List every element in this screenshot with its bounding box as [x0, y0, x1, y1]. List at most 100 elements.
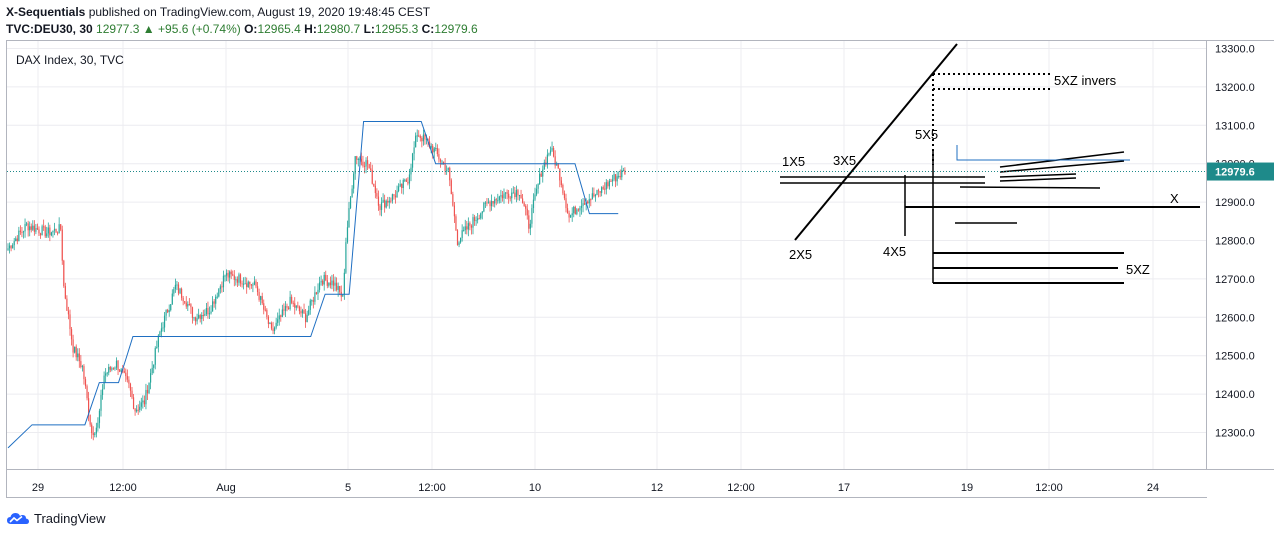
candle-body: [269, 323, 271, 325]
candle-body: [565, 198, 567, 209]
candle-body: [264, 309, 266, 311]
candle-body: [382, 199, 384, 203]
candle-body: [593, 193, 595, 197]
candle-body: [515, 190, 517, 198]
candle-body: [199, 315, 201, 319]
candle-body: [463, 230, 465, 232]
candle-body: [190, 304, 192, 308]
candle-body: [295, 305, 297, 308]
y-tick-label: 12500.0: [1215, 351, 1255, 363]
candle-body: [125, 372, 127, 377]
candle-body: [291, 296, 293, 303]
candle-body: [15, 238, 17, 242]
candle-body: [267, 316, 269, 324]
candle-body: [140, 402, 142, 407]
x-tick-label: 12:00: [418, 482, 446, 494]
candle-body: [483, 202, 485, 212]
candle-body: [66, 298, 68, 311]
trendline-drawing: [794, 43, 958, 241]
annotation-label: X: [1170, 191, 1179, 206]
candle-body: [353, 173, 355, 189]
candle-body: [388, 200, 390, 203]
candle-body: [616, 176, 618, 182]
candle-body: [480, 213, 482, 219]
candle-body: [142, 400, 144, 403]
candle-body: [112, 368, 114, 370]
candle-body: [29, 226, 31, 231]
candle-body: [328, 282, 330, 286]
candle-body: [272, 328, 274, 332]
candle-body: [486, 202, 488, 204]
annotation-label: 1X5: [782, 154, 805, 169]
open-label: O:: [244, 22, 258, 36]
candle-body: [39, 233, 42, 236]
candle-body: [222, 275, 225, 288]
candle-body: [145, 389, 147, 405]
current-price-label: 12979.6: [1215, 167, 1255, 179]
candle-body: [563, 193, 566, 199]
candle-body: [449, 167, 451, 181]
candle-body: [311, 300, 313, 302]
candle-body: [317, 289, 319, 294]
candle-body: [27, 223, 29, 231]
candle-body: [356, 156, 358, 160]
candle-body: [526, 208, 528, 216]
tradingview-logo[interactable]: TradingView: [6, 510, 106, 526]
candle-body: [551, 147, 553, 151]
candle-body: [557, 164, 559, 169]
price-axis[interactable]: [1207, 40, 1274, 470]
candle-body: [156, 346, 158, 349]
candle-body: [33, 225, 35, 232]
candle-body: [549, 150, 552, 154]
candle-body: [523, 202, 525, 207]
candle-body: [512, 192, 514, 194]
time-axis[interactable]: [6, 470, 1207, 498]
tradingview-cloud-icon: [7, 513, 29, 524]
candle-body: [570, 215, 572, 218]
candle-body: [532, 199, 535, 209]
close-label: C:: [421, 22, 435, 36]
candle-body: [162, 327, 164, 329]
candle-body: [232, 274, 234, 276]
chart-pane[interactable]: [6, 40, 1207, 470]
sequential-tail: [956, 145, 1130, 161]
candle-body: [30, 226, 32, 230]
candle-body: [204, 314, 206, 316]
candle-body: [461, 230, 463, 238]
candle-body: [380, 202, 383, 210]
candle-body: [80, 361, 82, 367]
candle-body: [47, 227, 49, 234]
sequential-step-line: [7, 120, 619, 449]
candle-body: [391, 194, 393, 201]
candle-body: [477, 218, 479, 221]
candle-body: [182, 297, 184, 302]
candle-body: [404, 179, 406, 181]
candle-body: [559, 168, 561, 181]
candle-body: [442, 161, 445, 164]
candle-body: [509, 197, 511, 199]
candle-body: [187, 304, 189, 307]
x-tick-label: 29: [32, 482, 44, 494]
candle-body: [26, 223, 28, 225]
y-tick-label: 12600.0: [1215, 312, 1255, 324]
candle-body: [518, 195, 521, 197]
publisher-name[interactable]: X-Sequentials: [6, 5, 86, 19]
candle-body: [464, 226, 466, 231]
candle-body: [230, 271, 232, 275]
candle-body: [411, 153, 414, 168]
candle-body: [396, 191, 398, 198]
candle-body: [100, 394, 102, 411]
candle-body: [531, 208, 533, 224]
candle-body: [18, 230, 20, 242]
candle-body: [283, 309, 285, 311]
candle-body: [92, 433, 94, 435]
y-tick-label: 13300.0: [1215, 44, 1255, 56]
candle-body: [425, 139, 428, 141]
candle-body: [345, 242, 347, 273]
candle-body: [415, 135, 417, 148]
candle-body: [281, 309, 283, 317]
candle-body: [63, 260, 65, 287]
candle-body: [410, 167, 412, 175]
candle-body: [455, 216, 457, 231]
